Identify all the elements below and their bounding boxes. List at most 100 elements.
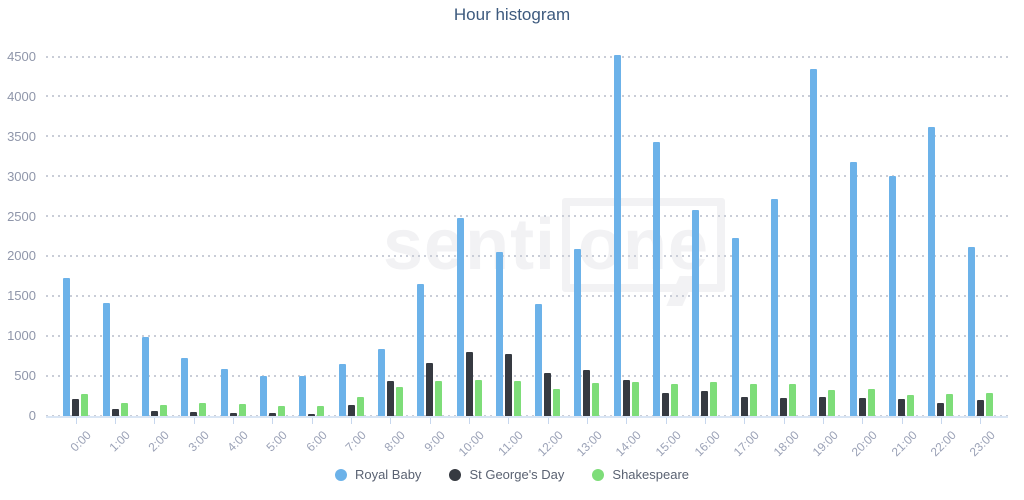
watermark-box: one: [562, 198, 726, 306]
bar-st-george-s-day[interactable]: [780, 398, 788, 416]
bar-shakespeare[interactable]: [749, 384, 757, 416]
bar-shakespeare[interactable]: [867, 389, 875, 416]
chart-title: Hour histogram: [453, 5, 571, 24]
bar-royal-baby[interactable]: [299, 376, 307, 416]
bar-royal-baby[interactable]: [653, 142, 661, 416]
bar-st-george-s-day[interactable]: [858, 398, 866, 416]
bar-st-george-s-day[interactable]: [819, 397, 827, 416]
bar-royal-baby[interactable]: [967, 247, 975, 416]
bar-royal-baby[interactable]: [181, 358, 189, 416]
bar-st-george-s-day[interactable]: [150, 411, 158, 416]
bar-shakespeare[interactable]: [513, 381, 521, 416]
legend-item-st-george-s-day[interactable]: St George's Day: [449, 467, 564, 482]
x-axis-tick-22-00: [940, 418, 942, 424]
bar-st-george-s-day[interactable]: [347, 405, 355, 416]
bar-shakespeare[interactable]: [435, 381, 443, 416]
bar-st-george-s-day[interactable]: [229, 413, 237, 416]
bar-royal-baby[interactable]: [928, 127, 936, 416]
bar-shakespeare[interactable]: [671, 384, 679, 416]
bar-st-george-s-day[interactable]: [976, 400, 984, 416]
y-axis-label-1500: 1500: [7, 288, 36, 304]
bar-st-george-s-day[interactable]: [740, 397, 748, 416]
bar-shakespeare[interactable]: [395, 387, 403, 416]
bar-st-george-s-day[interactable]: [72, 399, 80, 416]
y-axis-label-2000: 2000: [7, 248, 36, 264]
gridline-4500: [46, 55, 1008, 58]
bar-shakespeare[interactable]: [199, 403, 207, 416]
bar-shakespeare[interactable]: [553, 389, 561, 416]
bar-royal-baby[interactable]: [259, 376, 267, 416]
bar-shakespeare[interactable]: [120, 403, 128, 416]
bar-shakespeare[interactable]: [277, 406, 285, 416]
y-axis-label-1000: 1000: [7, 328, 36, 344]
bar-st-george-s-day[interactable]: [426, 363, 434, 416]
bar-st-george-s-day[interactable]: [386, 381, 394, 416]
bar-st-george-s-day[interactable]: [308, 414, 316, 416]
bar-st-george-s-day[interactable]: [937, 403, 945, 416]
watermark-logo: senti one: [383, 198, 726, 306]
bar-st-george-s-day[interactable]: [465, 352, 473, 416]
bar-shakespeare[interactable]: [789, 384, 797, 416]
x-axis-tick-15-00: [665, 418, 667, 424]
bar-royal-baby[interactable]: [731, 238, 739, 416]
gridline-0: [46, 414, 1008, 417]
bar-shakespeare[interactable]: [828, 390, 836, 416]
bar-shakespeare[interactable]: [317, 406, 325, 416]
x-axis-tick-20-00: [862, 418, 864, 424]
x-axis-tick-14-00: [626, 418, 628, 424]
bar-shakespeare[interactable]: [592, 383, 600, 416]
bar-shakespeare[interactable]: [81, 394, 89, 416]
bar-shakespeare[interactable]: [631, 382, 639, 416]
bar-royal-baby[interactable]: [692, 210, 700, 416]
bar-shakespeare[interactable]: [907, 395, 915, 416]
bar-st-george-s-day[interactable]: [268, 413, 276, 416]
y-axis-label-500: 500: [14, 368, 36, 384]
legend-label-shakespeare: Shakespeare: [612, 467, 690, 482]
x-axis-line: [46, 416, 1008, 418]
x-axis-tick-21-00: [901, 418, 903, 424]
bar-royal-baby[interactable]: [377, 349, 385, 416]
bar-royal-baby[interactable]: [613, 55, 621, 416]
bar-royal-baby[interactable]: [771, 199, 779, 416]
bar-royal-baby[interactable]: [535, 304, 543, 416]
bar-royal-baby[interactable]: [338, 364, 346, 416]
bar-shakespeare[interactable]: [238, 404, 246, 416]
bar-shakespeare[interactable]: [159, 405, 167, 416]
bar-st-george-s-day[interactable]: [662, 393, 670, 416]
bar-royal-baby[interactable]: [849, 162, 857, 416]
y-axis-label-4500: 4500: [7, 49, 36, 64]
bar-shakespeare[interactable]: [985, 393, 993, 416]
bar-st-george-s-day[interactable]: [583, 370, 591, 416]
bar-shakespeare[interactable]: [946, 394, 954, 416]
legend-item-royal-baby[interactable]: Royal Baby: [334, 467, 421, 482]
bar-royal-baby[interactable]: [456, 218, 464, 416]
bar-st-george-s-day[interactable]: [701, 391, 709, 416]
bar-royal-baby[interactable]: [417, 284, 425, 416]
bar-st-george-s-day[interactable]: [504, 354, 512, 416]
bar-royal-baby[interactable]: [220, 369, 228, 416]
bar-st-george-s-day[interactable]: [898, 399, 906, 416]
bar-st-george-s-day[interactable]: [622, 380, 630, 416]
bar-royal-baby[interactable]: [63, 278, 71, 416]
bar-royal-baby[interactable]: [810, 69, 818, 416]
legend-item-shakespeare[interactable]: Shakespeare: [592, 467, 689, 482]
bar-royal-baby[interactable]: [889, 176, 897, 416]
bar-royal-baby[interactable]: [102, 303, 110, 416]
gridline-2000: [46, 254, 1008, 257]
x-axis-tick-11-00: [508, 418, 510, 424]
bar-royal-baby[interactable]: [141, 337, 149, 416]
x-axis-tick-16-00: [704, 418, 706, 424]
bar-st-george-s-day[interactable]: [111, 409, 119, 416]
x-axis-tick-7-00: [351, 418, 352, 424]
bar-royal-baby[interactable]: [495, 252, 503, 416]
bar-shakespeare[interactable]: [356, 397, 364, 416]
bar-royal-baby[interactable]: [574, 249, 582, 416]
bar-st-george-s-day[interactable]: [544, 373, 552, 416]
x-axis-tick-8-00: [390, 418, 392, 424]
y-axis-label-3000: 3000: [7, 168, 36, 184]
bar-st-george-s-day[interactable]: [190, 412, 198, 416]
gridline-3000: [46, 175, 1008, 178]
bar-shakespeare[interactable]: [474, 380, 482, 416]
bar-shakespeare[interactable]: [710, 382, 718, 416]
